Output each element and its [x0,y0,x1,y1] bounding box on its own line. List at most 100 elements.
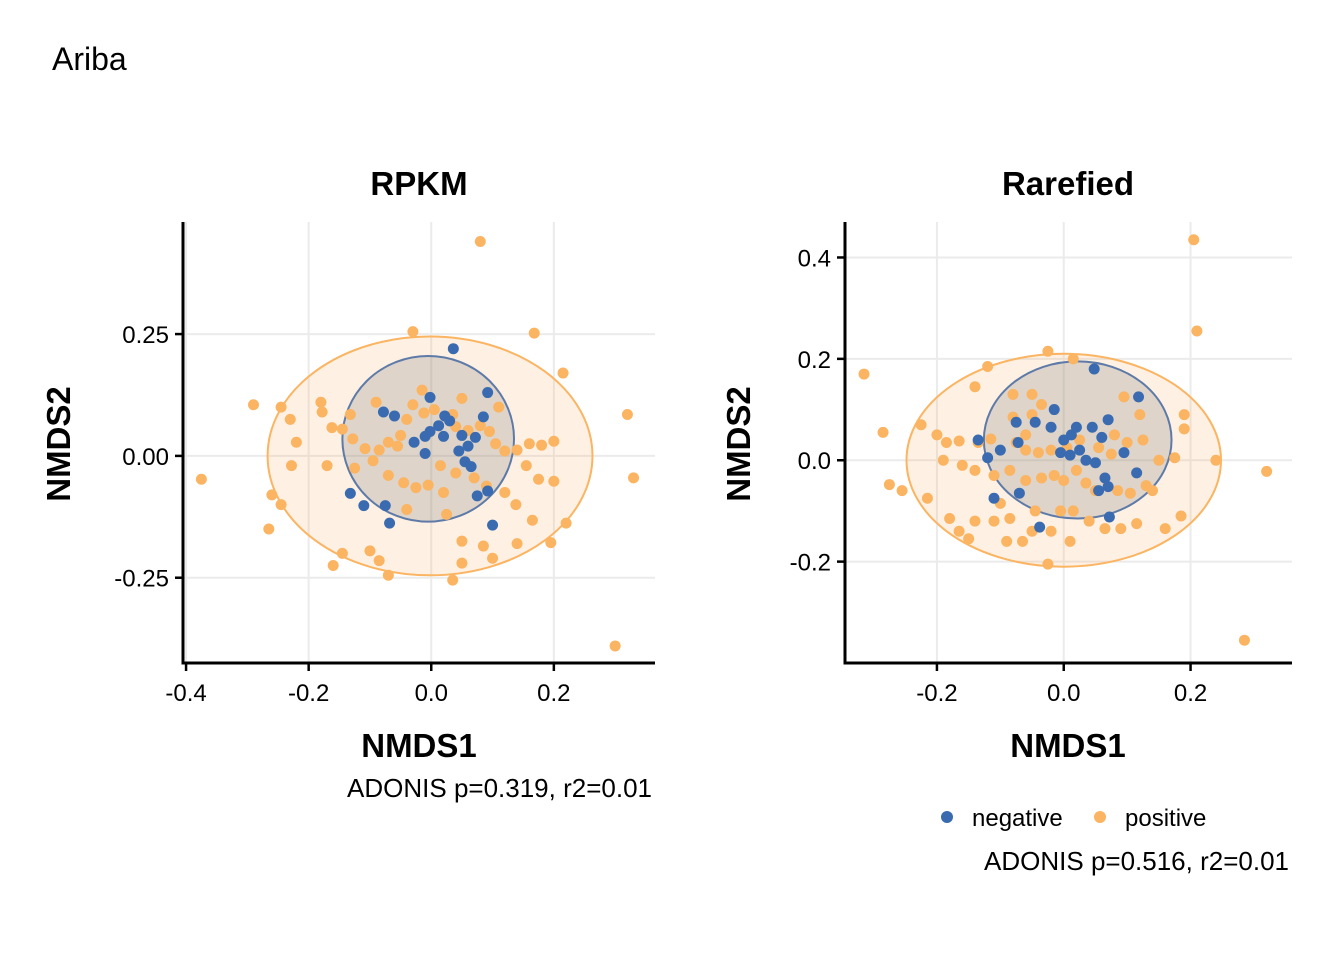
point-positive [195,473,207,485]
point-positive [1108,429,1120,441]
point-positive [359,443,371,455]
point-positive [953,525,965,537]
point-negative [1045,421,1057,433]
point-positive [1058,475,1070,487]
point-positive [921,492,933,504]
point-positive [915,419,927,431]
point-positive [1169,452,1181,464]
point-positive [344,408,356,420]
point-positive [545,537,557,549]
point-positive [1147,485,1159,497]
point-negative [1131,467,1143,479]
point-positive [1064,535,1076,547]
point-positive [548,475,560,487]
point-negative [344,487,356,499]
point-negative [482,485,494,497]
point-negative [447,343,459,355]
point-positive [1175,510,1187,522]
panel-rpkm: -0.4 -0.2 0.0 0.2 -0.25 0.00 0.25 RPKM NMDS1 N… [40,165,655,803]
point-positive [483,426,495,438]
point-positive [401,413,413,425]
point-positive [969,381,981,393]
point-negative [379,500,391,512]
point-positive [510,499,522,511]
point-negative [1080,454,1092,466]
point-negative [419,430,431,442]
point-positive [499,445,511,457]
point-positive [373,444,385,456]
point-positive [1048,469,1060,481]
point-positive [499,486,511,498]
point-positive [982,360,994,372]
point-positive [347,433,359,445]
point-positive [536,439,548,451]
point-positive [326,422,338,434]
point-positive [456,535,468,547]
point-negative [1070,421,1082,433]
y-tick-label: 0.2 [798,347,831,374]
point-negative [1029,416,1041,428]
point-positive [401,504,413,516]
point-negative [1034,521,1046,533]
point-negative [1099,472,1111,484]
point-positive [493,401,505,413]
point-positive [1178,423,1190,435]
point-positive [1210,454,1222,466]
point-negative [438,430,450,442]
x-tick-label: -0.2 [288,680,329,707]
point-positive [456,557,468,569]
point-negative [1102,481,1114,493]
point-positive [1137,434,1149,446]
point-positive [336,423,348,435]
point-negative [456,429,468,441]
point-positive [416,384,428,396]
point-negative [994,444,1006,456]
point-negative [471,490,483,502]
point-positive [1045,444,1057,456]
point-positive [1001,535,1013,547]
point-positive [327,560,339,572]
point-positive [434,460,446,472]
legend-swatch-negative [941,811,953,823]
point-positive [477,540,489,552]
point-positive [883,479,895,491]
point-positive [560,517,572,529]
point-negative [982,452,994,464]
point-negative [1102,414,1114,426]
point-positive [931,429,943,441]
y-tick-label: -0.25 [114,566,169,593]
point-positive [474,235,486,247]
point-positive [1099,523,1111,535]
panel-title-rarefied: Rarefied [1002,165,1134,202]
point-positive [940,437,952,448]
point-negative [1103,511,1115,523]
point-positive [1191,325,1203,337]
point-negative [1133,391,1145,403]
point-positive [953,435,965,447]
point-negative [482,387,494,399]
y-axis-title-rpkm: NMDS2 [40,386,77,502]
x-axis-title-rpkm: NMDS1 [361,727,477,764]
point-negative [972,434,984,446]
point-positive [896,485,908,497]
y-tick-label: 0.25 [122,322,169,349]
point-positive [1055,505,1067,517]
point-positive [1020,444,1032,456]
point-positive [285,460,297,472]
point-positive [969,515,981,527]
x-tick-label: 0.0 [1047,680,1080,707]
point-positive [1083,515,1095,527]
point-positive [1042,345,1054,357]
point-positive [490,438,502,450]
point-positive [1067,353,1079,365]
point-positive [1029,505,1041,517]
point-positive [988,469,1000,481]
point-negative [1089,457,1101,469]
point-positive [937,454,949,466]
point-positive [447,574,459,586]
point-positive [523,438,535,450]
point-positive [1020,475,1032,487]
x-tick-label: -0.2 [916,680,957,707]
point-negative [1010,416,1022,428]
point-positive [275,401,287,413]
